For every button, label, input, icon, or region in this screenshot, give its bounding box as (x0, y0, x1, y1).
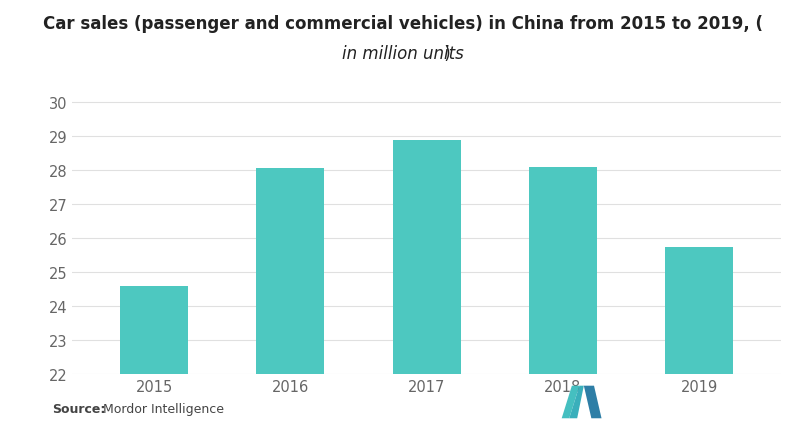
Text: Source:: Source: (52, 402, 105, 415)
Text: in million units: in million units (341, 45, 464, 63)
Bar (393, 141, 460, 374)
Text: Mordor Intelligence: Mordor Intelligence (99, 402, 224, 415)
Bar (665, 248, 733, 374)
Text: Car sales (passenger and commercial vehicles) in China from 2015 to 2019, (: Car sales (passenger and commercial vehi… (43, 15, 762, 33)
Polygon shape (562, 386, 580, 418)
Bar (256, 169, 324, 374)
Text: ): ) (355, 45, 450, 63)
Bar (529, 168, 597, 374)
Polygon shape (584, 386, 601, 418)
Bar (120, 286, 188, 374)
Polygon shape (569, 386, 584, 418)
